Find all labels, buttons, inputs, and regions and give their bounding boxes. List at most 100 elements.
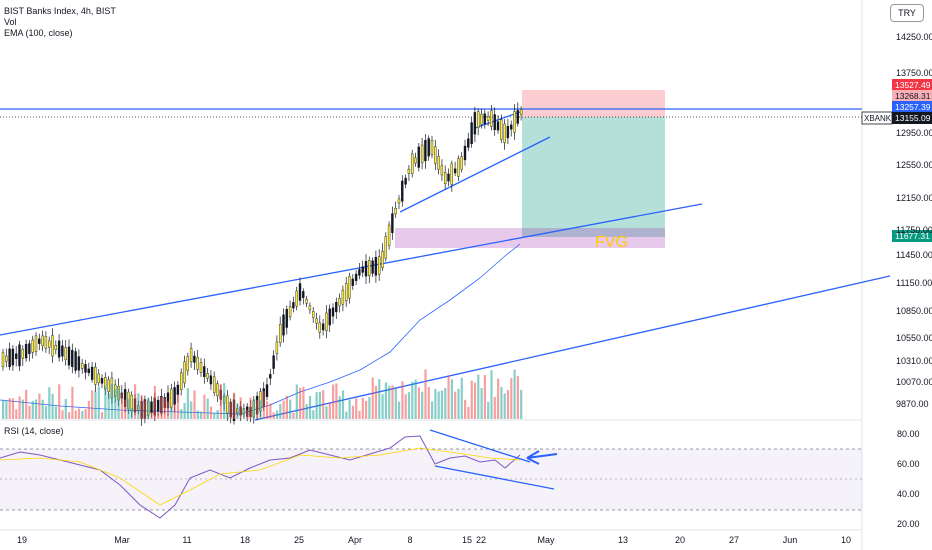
candle: [84, 364, 87, 373]
candle: [453, 168, 457, 174]
target-zone[interactable]: [522, 117, 665, 237]
price-axis-label: 11750.00: [896, 225, 932, 235]
volume-bar: [440, 390, 444, 419]
fvg-label: FVG: [595, 234, 628, 251]
candle: [384, 236, 387, 259]
volume-bar: [160, 396, 163, 419]
wedge-lower-line[interactable]: [399, 136, 551, 213]
volume-bar: [384, 382, 387, 419]
volume-bar: [355, 398, 358, 419]
volume-bar: [348, 399, 351, 419]
candle: [5, 355, 8, 362]
candle: [279, 324, 282, 343]
candle: [368, 260, 371, 276]
candle: [506, 126, 510, 139]
time-axis[interactable]: 19 Mar 11 18 25 Apr 8 15 May 13 20 27 Jun 10 22: [17, 535, 851, 545]
candle: [440, 165, 444, 176]
volume-bar: [35, 399, 38, 419]
volume-bar: [305, 404, 308, 419]
stop-zone[interactable]: [522, 90, 665, 117]
candle: [212, 376, 216, 393]
volume-bar: [460, 377, 463, 419]
volume-bar: [424, 369, 427, 419]
candle: [325, 312, 328, 332]
volume-bar: [64, 398, 67, 419]
volume-bar: [401, 381, 404, 419]
candle: [295, 290, 298, 307]
candle: [288, 306, 292, 318]
candle: [345, 283, 348, 302]
volume-bar: [216, 410, 219, 419]
rsi-band: [0, 449, 862, 510]
volume-bar: [262, 391, 265, 419]
volume-bar: [150, 412, 153, 419]
volume-bar: [513, 369, 516, 419]
volume-bar: [167, 401, 170, 419]
volume-bar: [117, 388, 120, 419]
rsi-axis-label: 20.00: [897, 519, 920, 529]
candle: [486, 116, 490, 121]
time-axis-label: Mar: [114, 535, 130, 545]
candle: [407, 169, 411, 174]
candle: [496, 121, 500, 131]
volume-bar: [223, 383, 226, 419]
price-axis[interactable]: 14250.00 13750.00 12950.00 12550.00 12150.00…: [896, 32, 932, 409]
trendline-upper[interactable]: [0, 203, 703, 336]
volume-bar: [477, 374, 480, 419]
volume-bar: [130, 407, 133, 419]
volume-bar: [358, 410, 361, 419]
rsi-axis[interactable]: 80.00 60.00 40.00 20.00: [897, 429, 920, 529]
rsi-channel-lower[interactable]: [434, 465, 555, 490]
candle: [285, 309, 288, 328]
candle: [100, 377, 104, 384]
candle: [275, 341, 279, 354]
candle: [391, 213, 394, 234]
candle: [467, 138, 470, 148]
price-tag-symbol: XBANK: [861, 111, 893, 125]
candle: [401, 180, 404, 202]
time-axis-label: 19: [17, 535, 27, 545]
volume-bar: [252, 399, 255, 419]
volume-bar: [299, 387, 302, 419]
rsi-channel-upper[interactable]: [429, 429, 531, 463]
volume-bar: [473, 382, 477, 419]
price-axis-label: 12950.00: [896, 128, 932, 138]
candle: [411, 153, 414, 174]
candle: [87, 368, 91, 374]
volume-bar: [328, 402, 331, 419]
volume-bar: [312, 410, 315, 419]
volume-bar: [242, 408, 246, 419]
price-axis-label: 13750.00: [896, 68, 932, 78]
volume-bar: [282, 400, 285, 419]
volume-bar: [134, 384, 137, 419]
candle: [41, 335, 44, 346]
ema-line[interactable]: [0, 243, 521, 415]
candle: [196, 357, 199, 370]
candle: [302, 291, 305, 299]
volume-bar: [104, 385, 107, 419]
candle: [417, 146, 420, 168]
rsi-line[interactable]: [0, 435, 521, 519]
candle: [404, 177, 407, 185]
currency-button[interactable]: TRY: [890, 4, 924, 22]
volume-bar: [203, 394, 206, 419]
wedge-upper-line[interactable]: [474, 111, 521, 129]
time-axis-label: 10: [841, 535, 851, 545]
candle: [457, 158, 460, 177]
trendline-lower[interactable]: [254, 275, 891, 421]
time-axis-label: 25: [294, 535, 304, 545]
fvg-box[interactable]: [395, 228, 665, 248]
candle: [397, 198, 401, 204]
rsi-axis-label: 40.00: [897, 489, 920, 499]
candle: [480, 113, 483, 125]
volume-bar: [450, 379, 453, 419]
candle: [48, 340, 51, 348]
volume-bar: [213, 412, 216, 419]
candle: [150, 401, 153, 414]
volume-bar: [183, 402, 186, 419]
candle: [11, 348, 15, 366]
svg-text:13155.09: 13155.09: [895, 113, 931, 123]
volume-bar: [269, 403, 272, 419]
volume-bar: [176, 394, 180, 419]
